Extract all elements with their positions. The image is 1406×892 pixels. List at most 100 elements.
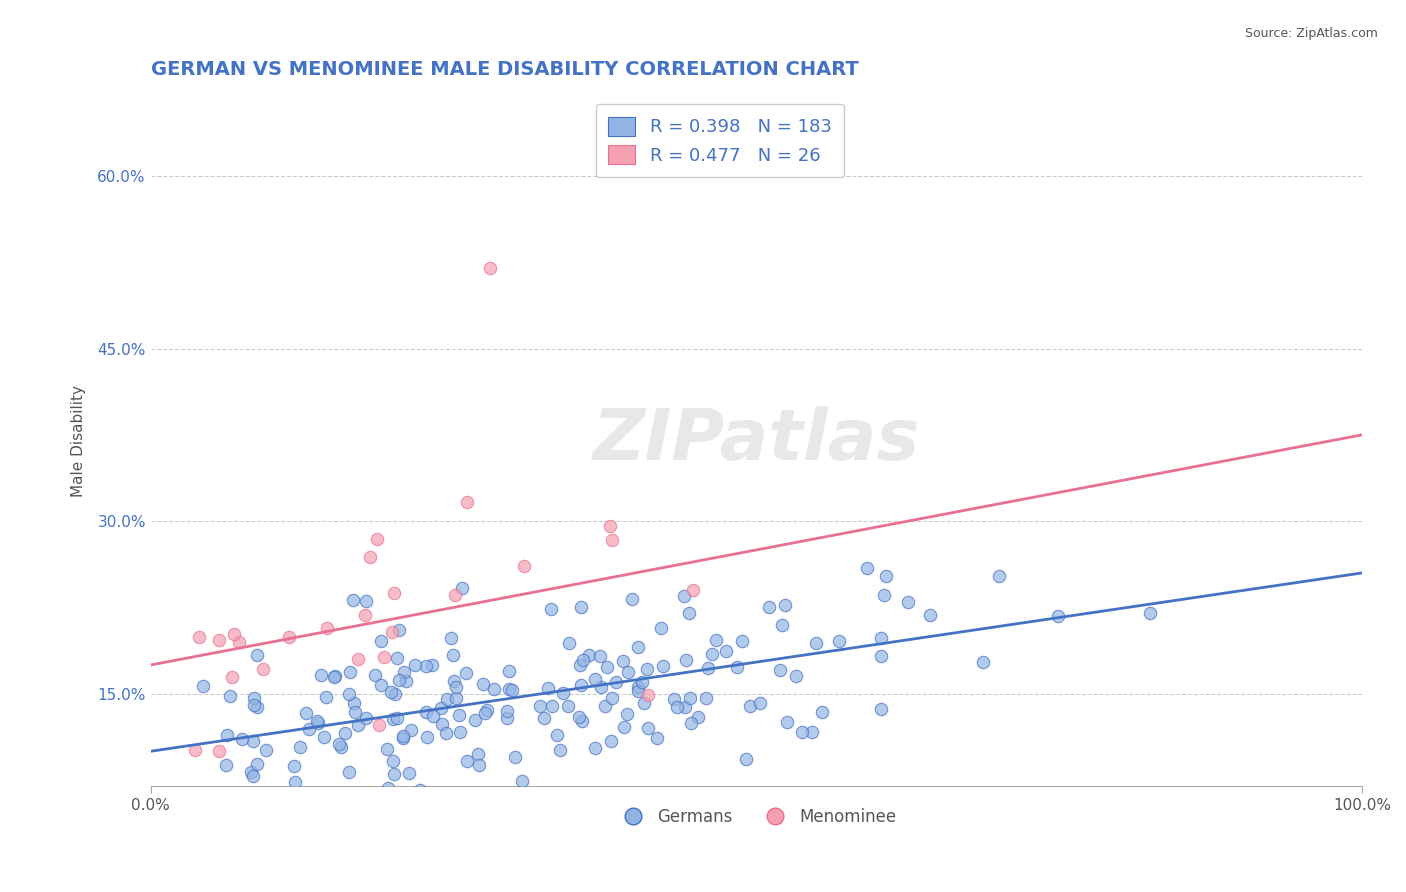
Point xyxy=(583,741,606,756)
Point xyxy=(384,687,406,701)
Point xyxy=(988,569,1011,583)
Point xyxy=(626,680,648,694)
Point xyxy=(738,698,761,713)
Point xyxy=(191,679,214,693)
Point xyxy=(666,700,689,714)
Point xyxy=(600,533,623,548)
Point xyxy=(589,680,612,694)
Point xyxy=(673,700,696,714)
Point xyxy=(700,648,723,662)
Point xyxy=(278,630,301,644)
Point xyxy=(557,699,579,714)
Point xyxy=(364,668,387,682)
Point xyxy=(347,718,370,732)
Point xyxy=(464,714,486,728)
Point xyxy=(337,764,360,779)
Point xyxy=(870,701,893,715)
Point xyxy=(478,260,501,275)
Point xyxy=(472,676,495,690)
Point xyxy=(399,723,422,737)
Point xyxy=(434,726,457,740)
Point xyxy=(217,728,239,742)
Point xyxy=(444,691,467,706)
Point xyxy=(688,710,710,724)
Point xyxy=(569,658,592,673)
Point xyxy=(382,754,405,768)
Point xyxy=(456,495,478,509)
Point xyxy=(869,648,891,663)
Point xyxy=(392,729,415,743)
Point xyxy=(785,669,807,683)
Point xyxy=(569,600,592,615)
Point xyxy=(343,705,366,719)
Point xyxy=(371,786,394,800)
Point xyxy=(392,665,415,679)
Point xyxy=(770,618,793,632)
Point xyxy=(415,705,437,719)
Point xyxy=(498,664,520,678)
Point xyxy=(571,653,593,667)
Point xyxy=(409,783,432,797)
Point xyxy=(593,698,616,713)
Point xyxy=(370,633,392,648)
Point xyxy=(571,714,593,728)
Point xyxy=(734,752,756,766)
Point xyxy=(335,726,357,740)
Point xyxy=(482,681,505,696)
Text: GERMAN VS MENOMINEE MALE DISABILITY CORRELATION CHART: GERMAN VS MENOMINEE MALE DISABILITY CORR… xyxy=(150,60,859,78)
Point xyxy=(495,704,517,718)
Point xyxy=(339,665,361,679)
Point xyxy=(315,690,337,704)
Point xyxy=(682,582,704,597)
Point xyxy=(773,598,796,612)
Point xyxy=(617,665,640,680)
Point xyxy=(704,632,727,647)
Point xyxy=(800,725,823,739)
Point xyxy=(451,581,474,595)
Point xyxy=(347,652,370,666)
Point xyxy=(467,747,489,762)
Point xyxy=(578,648,600,662)
Point xyxy=(271,790,294,805)
Point xyxy=(366,532,388,546)
Point xyxy=(447,707,470,722)
Point xyxy=(359,549,381,564)
Point xyxy=(568,710,591,724)
Point xyxy=(630,674,652,689)
Point xyxy=(354,711,377,725)
Point xyxy=(429,701,451,715)
Point xyxy=(1139,606,1161,620)
Point xyxy=(875,569,897,583)
Point xyxy=(920,608,942,623)
Point xyxy=(897,595,920,609)
Point xyxy=(288,739,311,754)
Point xyxy=(696,661,718,675)
Point xyxy=(612,654,634,668)
Point xyxy=(323,670,346,684)
Point xyxy=(569,678,592,692)
Point xyxy=(239,765,262,780)
Point xyxy=(370,678,392,692)
Point xyxy=(870,631,893,645)
Point xyxy=(714,643,737,657)
Point xyxy=(367,717,389,731)
Point xyxy=(650,621,672,635)
Point xyxy=(681,715,703,730)
Point xyxy=(474,706,496,721)
Point xyxy=(184,743,207,757)
Point xyxy=(449,725,471,739)
Point xyxy=(776,715,799,730)
Point xyxy=(662,692,685,706)
Point xyxy=(381,625,404,640)
Text: Source: ZipAtlas.com: Source: ZipAtlas.com xyxy=(1244,27,1378,40)
Point xyxy=(420,657,443,672)
Point xyxy=(342,696,364,710)
Point xyxy=(228,635,250,649)
Point xyxy=(382,767,405,781)
Point xyxy=(613,720,636,734)
Point xyxy=(231,732,253,747)
Point xyxy=(283,759,305,773)
Point xyxy=(637,721,659,735)
Point xyxy=(208,632,231,647)
Point xyxy=(496,711,519,725)
